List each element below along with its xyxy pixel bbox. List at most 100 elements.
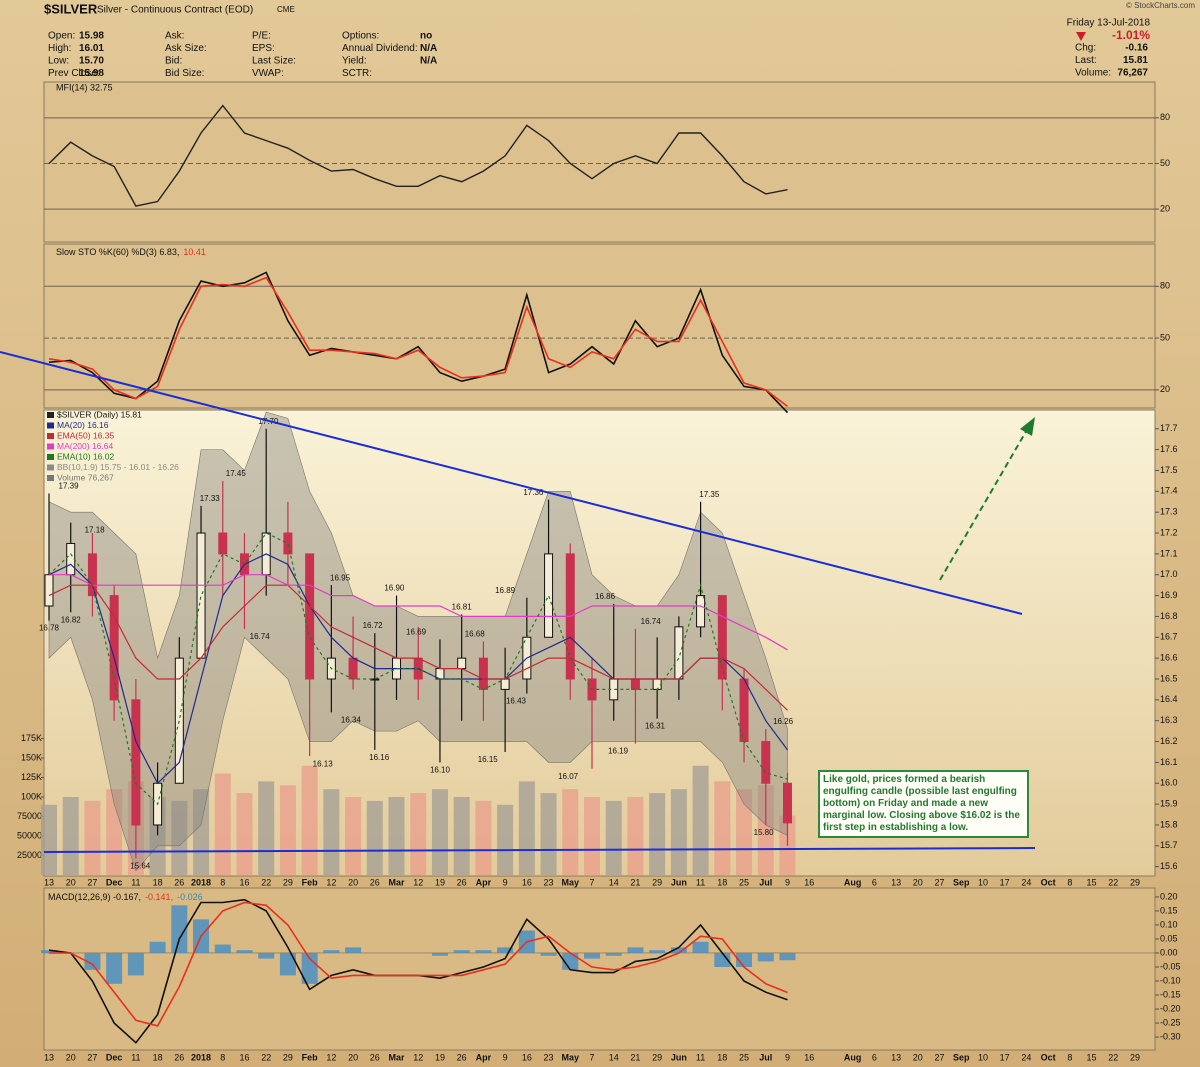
volume-bar: [106, 789, 123, 875]
sto-line: [48, 276, 788, 408]
x-tick-label: 7: [589, 1052, 594, 1062]
x-tick-label: 7: [589, 877, 594, 887]
volume-bar: [279, 785, 296, 875]
copyright: © StockCharts.com: [1126, 1, 1195, 10]
x-tick-label: Sep: [953, 1052, 970, 1062]
legend-label: $SILVER (Daily) 15.81: [57, 409, 142, 419]
x-tick-label: 22: [1108, 1052, 1118, 1062]
x-tick-label: 9: [785, 1052, 790, 1062]
histogram-bar: [475, 950, 492, 953]
histogram-bar: [431, 952, 448, 956]
x-tick-label: 25: [739, 1052, 749, 1062]
price-label: 16.07: [558, 772, 579, 781]
price-label: 16.13: [313, 759, 334, 768]
x-tick-label: 24: [1021, 877, 1031, 887]
candle-body: [218, 532, 228, 555]
candle-body: [305, 553, 315, 680]
price-label: 16.90: [384, 584, 405, 593]
histogram-bar: [605, 952, 622, 956]
volume-bar: [236, 793, 253, 875]
x-tick-label: 16: [804, 877, 814, 887]
legend-label: Volume 76,267: [57, 472, 114, 482]
quote-value: no: [420, 31, 432, 42]
x-tick-label: 21: [630, 1052, 640, 1062]
quote-value: -0.16: [1125, 43, 1148, 54]
quote-label: Bid:: [165, 56, 182, 67]
mfi-line: [48, 104, 788, 207]
y-tick-label: 16.6: [1160, 653, 1178, 663]
histogram-bar: [127, 952, 144, 976]
histogram-bar: [453, 950, 470, 953]
volume-bar: [193, 789, 210, 875]
y-tick-label: 17.1: [1160, 548, 1178, 558]
x-tick-label: 18: [153, 877, 163, 887]
y-tick-label: 15.6: [1160, 861, 1178, 871]
x-tick-label: 10: [978, 1052, 988, 1062]
volume-bar: [714, 781, 731, 875]
quote-value: N/A: [420, 43, 437, 54]
y2-tick-label: 100K: [21, 791, 42, 801]
x-tick-label: 29: [1130, 877, 1140, 887]
price-label: 15.64: [130, 861, 151, 870]
price-label: 16.43: [506, 697, 527, 706]
change-percent: -1.01%: [1112, 28, 1150, 42]
legend-label: MA(200) 16.64: [57, 441, 113, 451]
price-label: 16.19: [608, 747, 629, 756]
price-label: 17.18: [85, 525, 106, 534]
x-tick-label: 26: [370, 877, 380, 887]
x-tick-label: 9: [503, 1052, 508, 1062]
price-label: 16.16: [369, 753, 390, 762]
moving-average: [49, 574, 788, 651]
x-tick-label: 20: [348, 1052, 358, 1062]
x-tick-label: Feb: [302, 877, 319, 887]
trend-line: [0, 351, 1023, 615]
volume-bar: [475, 800, 492, 875]
x-tick-label: 17: [1000, 877, 1010, 887]
x-tick-label: 10: [978, 877, 988, 887]
price-label: 16.31: [645, 722, 666, 731]
histogram-bar: [323, 950, 340, 953]
x-tick-label: 12: [413, 1052, 423, 1062]
quote-value: 15.98: [79, 68, 104, 79]
y-tick-label: 50: [1160, 158, 1170, 168]
y-tick-label: -0.15: [1160, 989, 1181, 999]
y-tick-label: 0.15: [1160, 905, 1178, 915]
quote-value: 15.70: [79, 56, 104, 67]
price-label: 16.81: [452, 602, 473, 611]
x-tick-label: 9: [503, 877, 508, 887]
price-label: 16.68: [465, 630, 486, 639]
histogram-bar: [236, 950, 253, 953]
x-tick-label: Aug: [844, 877, 862, 887]
annotation-box: Like gold, prices formed a bearish engul…: [818, 770, 1029, 838]
support-line: [43, 847, 1036, 853]
x-tick-label: 6: [872, 877, 877, 887]
x-tick-label: 8: [1067, 1052, 1072, 1062]
quote-value: N/A: [420, 56, 437, 67]
candle-body: [478, 657, 488, 690]
histogram-bar: [41, 950, 57, 953]
candle-body: [544, 553, 554, 638]
x-tick-label: 13: [891, 1052, 901, 1062]
quote-label: VWAP:: [252, 68, 284, 79]
x-tick-label: 26: [174, 1052, 184, 1062]
sto-panel: [43, 243, 1156, 409]
y-tick-label: -0.30: [1160, 1031, 1181, 1041]
y-tick-label: 17.7: [1160, 423, 1178, 433]
x-tick-label: 16: [239, 1052, 249, 1062]
volume-bar: [670, 789, 687, 875]
x-tick-label: 27: [87, 1052, 97, 1062]
y-tick-label: 17.0: [1160, 569, 1178, 579]
quote-value: 16.01: [79, 43, 104, 54]
y-tick-label: -0.05: [1160, 961, 1181, 971]
legend-swatch: [47, 433, 54, 439]
x-tick-label: 12: [326, 877, 336, 887]
quote-value: 15.81: [1123, 55, 1148, 66]
y-tick-label: 80: [1160, 112, 1170, 122]
histogram-bar: [258, 952, 275, 959]
candle-body: [66, 542, 76, 576]
volume-bar: [323, 789, 340, 875]
quote-label: Open:: [48, 31, 75, 42]
histogram-bar: [757, 952, 774, 962]
sto-title: Slow STO %K(60) %D(3) 6.83, 10.41: [56, 247, 206, 257]
legend-swatch: [47, 422, 54, 429]
